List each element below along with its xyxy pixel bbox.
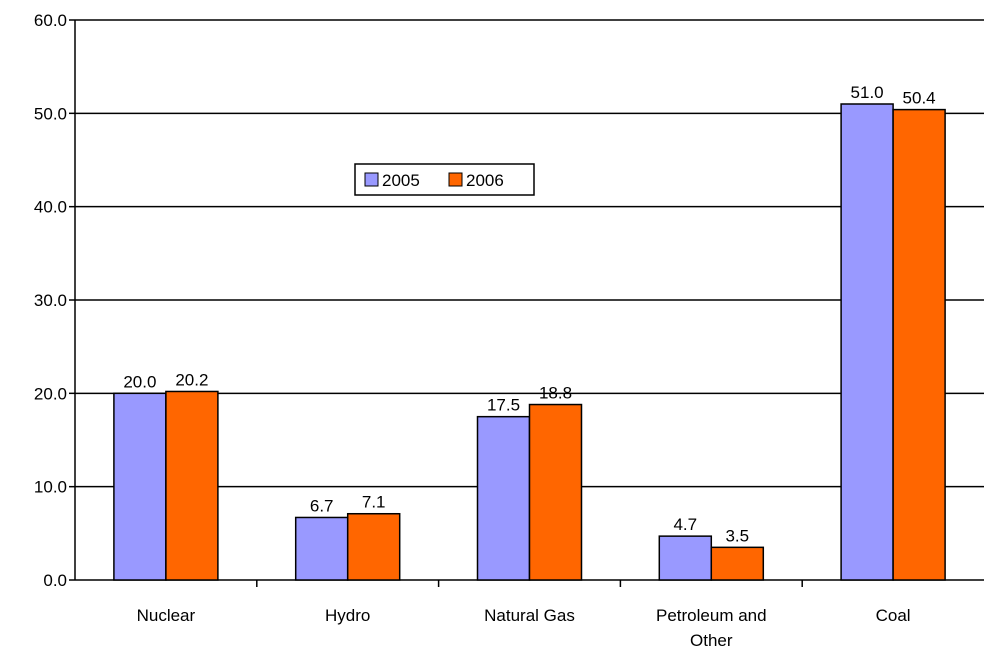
x-category-label-line: Hydro [325,606,370,625]
data-label: 18.8 [539,384,572,403]
legend-swatch-2006 [448,172,463,187]
x-category-label-line: Other [690,631,733,650]
bars [113,103,946,581]
legend-label: 2005 [382,171,420,190]
data-label: 7.1 [362,493,386,512]
y-tick-label: 20.0 [34,384,67,403]
bar-2006-0 [165,390,219,581]
y-tick-label: 10.0 [34,478,67,497]
data-label: 20.2 [175,370,208,389]
data-label: 6.7 [310,496,334,515]
x-category-label: Petroleum and Other [656,606,767,650]
legend-label: 2006 [466,171,504,190]
data-label: 4.7 [673,515,697,534]
legend: 2005 2006 [354,163,535,196]
x-category-label-line: Coal [876,606,911,625]
data-label: 20.0 [123,372,156,391]
legend-box [354,163,535,196]
bar-2005-4 [840,103,894,581]
x-category-label: Hydro [325,606,370,625]
x-category-label-line: Natural Gas [484,606,575,625]
x-category-label-line: Nuclear [137,606,196,625]
data-label: 50.4 [903,89,936,108]
bar-2006-2 [528,403,583,581]
y-tick-label: 0.0 [43,571,67,590]
bar-2006-4 [892,108,946,581]
x-category-label-line: Petroleum and [656,606,767,625]
bar-2005-2 [476,415,531,581]
bar-2006-1 [346,512,401,581]
legend-swatch-2005 [364,172,379,187]
y-tick-label: 50.0 [34,104,67,123]
y-tick-label: 60.0 [34,11,67,30]
x-category-label: Natural Gas [484,606,575,625]
bar-2005-1 [294,516,349,581]
data-label: 3.5 [725,526,749,545]
bar-2005-3 [658,535,713,581]
data-labels: 20.0 20.2 6.7 7.1 17.5 18.8 4.7 3.5 51.0 50.4 [123,83,935,545]
x-category-label: Nuclear [137,606,196,625]
y-tick-label: 30.0 [34,291,67,310]
y-tick-label: 40.0 [34,198,67,217]
bar-2006-3 [710,546,765,581]
bar-2005-0 [113,392,167,581]
data-label: 51.0 [851,83,884,102]
data-label: 17.5 [487,396,520,415]
x-category-label: Coal [876,606,911,625]
gridlines [75,19,984,488]
